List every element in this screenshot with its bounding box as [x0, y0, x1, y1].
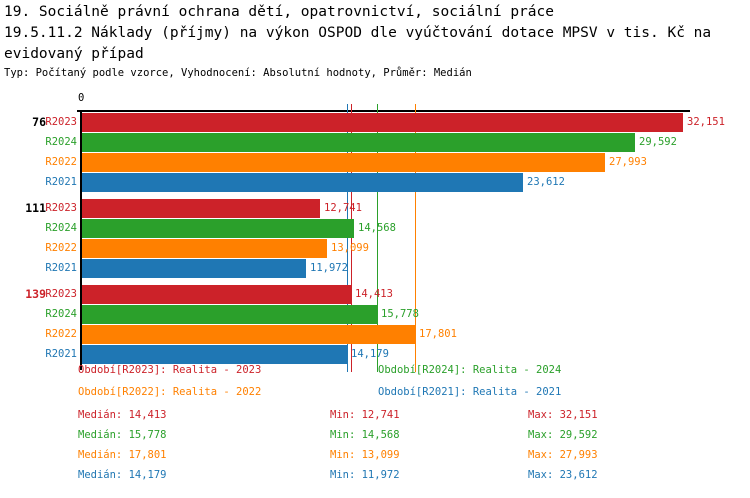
stat-median-row-4: Medián: 14,179	[78, 469, 167, 481]
bar-r2024-111[interactable]	[82, 219, 354, 238]
stat-min-row-3: Min: 13,099	[330, 449, 400, 461]
axis-zero-label: 0	[78, 92, 85, 104]
series-label-r2023-76: R2023	[45, 116, 77, 128]
series-label-r2023-139: R2023	[45, 288, 77, 300]
bar-value-r2024-111: 14,568	[358, 222, 396, 234]
bar-value-r2021-139: 14,179	[351, 348, 389, 360]
stat-max-row-2: Max: 29,592	[528, 429, 598, 441]
bar-r2022-76[interactable]	[82, 153, 605, 172]
bar-r2024-76[interactable]	[82, 133, 635, 152]
series-label-r2023-111: R2023	[45, 202, 77, 214]
stat-max-row-1: Max: 32,151	[528, 409, 598, 421]
series-label-r2021-111: R2021	[45, 262, 77, 274]
stat-max-row-4: Max: 23,612	[528, 469, 598, 481]
bar-value-r2024-139: 15,778	[381, 308, 419, 320]
bar-r2021-76[interactable]	[82, 173, 523, 192]
page-title-line-2: 19.5.11.2 Náklady (příjmy) na výkon OSPO…	[4, 25, 712, 62]
chart-plot-area: 0 76 R2023 32,151 R2024 29,592 R2022 27,993 R20…	[25, 92, 725, 372]
median-reference-line-r2022	[415, 104, 416, 372]
bar-value-r2021-111: 11,972	[310, 262, 348, 274]
median-reference-line-r2021	[347, 104, 348, 372]
series-label-r2022-76: R2022	[45, 156, 77, 168]
stat-median-row-1: Medián: 14,413	[78, 409, 167, 421]
bar-value-r2023-76: 32,151	[687, 116, 725, 128]
bar-value-r2022-139: 17,801	[419, 328, 457, 340]
axis-horizontal-top-line	[82, 110, 690, 112]
bar-value-r2022-76: 27,993	[609, 156, 647, 168]
bar-value-r2023-139: 14,413	[355, 288, 393, 300]
series-label-r2022-139: R2022	[45, 328, 77, 340]
legend-item-r2024[interactable]: Období[R2024]: Realita - 2024	[378, 364, 562, 376]
stat-median-row-2: Medián: 15,778	[78, 429, 167, 441]
page-title-line-1: 19. Sociálně právní ochrana dětí, opatro…	[4, 4, 554, 20]
median-reference-line-r2024	[377, 104, 378, 372]
stat-max-row-3: Max: 27,993	[528, 449, 598, 461]
bar-r2023-139[interactable]	[82, 285, 351, 304]
bar-value-r2023-111: 12,741	[324, 202, 362, 214]
series-label-r2022-111: R2022	[45, 242, 77, 254]
legend-item-r2021[interactable]: Období[R2021]: Realita - 2021	[378, 386, 562, 398]
legend-item-r2023[interactable]: Období[R2023]: Realita - 2023	[78, 364, 262, 376]
group-label-111: 111	[25, 201, 46, 215]
series-label-r2024-139: R2024	[45, 308, 77, 320]
bar-r2022-139[interactable]	[82, 325, 415, 344]
median-reference-line-r2023	[351, 104, 352, 372]
chart-subtitle: Typ: Počítaný podle vzorce, Vyhodnocení:…	[4, 67, 472, 79]
bar-r2021-139[interactable]	[82, 345, 347, 364]
series-label-r2021-139: R2021	[45, 348, 77, 360]
bar-r2021-111[interactable]	[82, 259, 306, 278]
bar-value-r2024-76: 29,592	[639, 136, 677, 148]
chart-legend: Období[R2023]: Realita - 2023 Období[R202…	[0, 360, 750, 404]
stat-min-row-2: Min: 14,568	[330, 429, 400, 441]
bar-r2024-139[interactable]	[82, 305, 377, 324]
stat-min-row-4: Min: 11,972	[330, 469, 400, 481]
series-label-r2024-76: R2024	[45, 136, 77, 148]
stat-min-row-1: Min: 12,741	[330, 409, 400, 421]
group-label-76: 76	[32, 115, 46, 129]
bar-r2022-111[interactable]	[82, 239, 327, 258]
bar-value-r2022-111: 13,099	[331, 242, 369, 254]
series-label-r2021-76: R2021	[45, 176, 77, 188]
group-label-139: 139	[25, 287, 46, 301]
legend-item-r2022[interactable]: Období[R2022]: Realita - 2022	[78, 386, 262, 398]
series-label-r2024-111: R2024	[45, 222, 77, 234]
bar-value-r2021-76: 23,612	[527, 176, 565, 188]
bar-r2023-76[interactable]	[82, 113, 683, 132]
bar-r2023-111[interactable]	[82, 199, 320, 218]
stat-median-row-3: Medián: 17,801	[78, 449, 167, 461]
chart-statistics: Medián: 14,413 Min: 12,741 Max: 32,151 Medi…	[0, 408, 750, 498]
chart-title-block: 19. Sociálně právní ochrana dětí, opatro…	[4, 2, 746, 65]
axis-vertical-zero-line	[80, 110, 82, 370]
